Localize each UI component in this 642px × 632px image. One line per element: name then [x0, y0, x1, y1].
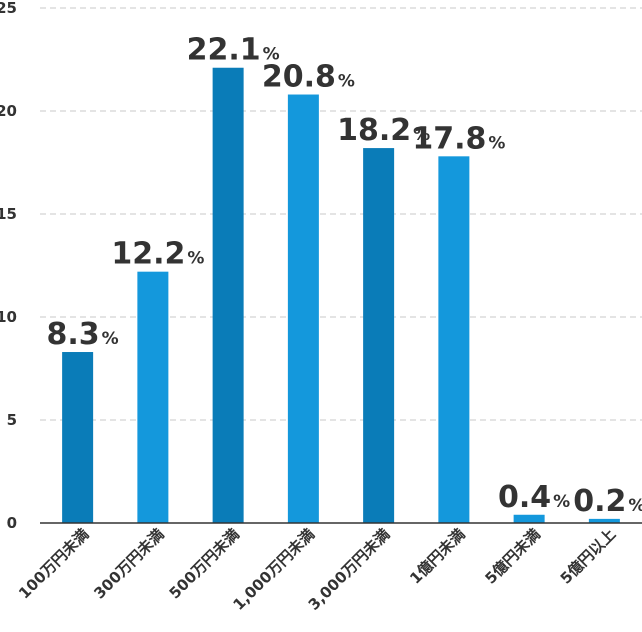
- data-label: 17.8%: [412, 121, 505, 156]
- y-tick-label: 0: [7, 514, 17, 532]
- y-tick-label: 25: [0, 0, 17, 17]
- data-label: 0.4%: [498, 480, 570, 515]
- data-label-value: 17.8: [412, 121, 486, 156]
- y-tick-label: 10: [0, 308, 17, 326]
- bar: [212, 67, 244, 524]
- data-label-value: 0.2: [573, 484, 626, 519]
- data-label: 8.3%: [47, 317, 119, 352]
- x-tick-label: 5億円以上: [557, 525, 620, 588]
- data-label-unit: %: [488, 133, 505, 153]
- data-label-unit: %: [553, 492, 570, 512]
- data-labels: 8.3%12.2%22.1%20.8%18.2%17.8%0.4%0.2%: [47, 33, 642, 519]
- data-label-value: 0.4: [498, 480, 551, 515]
- data-label-value: 12.2: [111, 237, 185, 272]
- y-tick-label: 20: [0, 102, 17, 120]
- data-label-unit: %: [187, 249, 204, 269]
- bar: [62, 352, 94, 523]
- x-tick-label: 3,000万円未満: [305, 525, 394, 614]
- bar: [137, 271, 169, 523]
- data-label-unit: %: [263, 45, 280, 65]
- y-tick-label: 15: [0, 205, 17, 223]
- bar: [287, 94, 319, 524]
- x-tick-label: 1億円未満: [406, 525, 469, 588]
- bar: [438, 156, 470, 523]
- y-axis-ticks: 0 5 10 15 20 25: [0, 0, 17, 532]
- data-label-unit: %: [413, 125, 430, 145]
- bar: [513, 514, 545, 523]
- data-label-value: 18.2: [337, 113, 411, 148]
- bar: [363, 148, 395, 523]
- data-label: 20.8%: [262, 60, 355, 95]
- x-tick-label: 5億円未満: [481, 525, 544, 588]
- x-tick-label: 500万円未満: [166, 525, 243, 602]
- data-label-value: 20.8: [262, 60, 336, 95]
- data-label-unit: %: [102, 329, 119, 349]
- data-label-unit: %: [338, 72, 355, 92]
- data-label: 12.2%: [111, 237, 204, 272]
- x-tick-label: 100万円未満: [15, 525, 92, 602]
- y-tick-label: 5: [7, 411, 17, 429]
- data-label: 22.1%: [187, 33, 280, 68]
- data-label-value: 22.1: [187, 33, 261, 68]
- data-label: 18.2%: [337, 113, 430, 148]
- gridlines: [40, 7, 642, 421]
- bar: [588, 518, 620, 523]
- x-tick-label: 300万円未満: [90, 525, 167, 602]
- data-label: 0.2%: [573, 484, 642, 519]
- data-label-unit: %: [628, 496, 642, 516]
- data-label-value: 8.3: [47, 317, 100, 352]
- bars: [62, 67, 620, 524]
